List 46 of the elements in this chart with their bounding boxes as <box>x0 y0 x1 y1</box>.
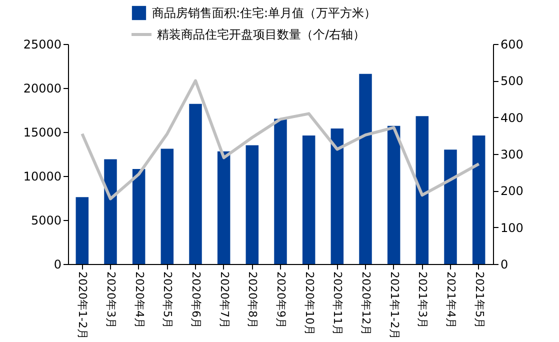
line-series <box>80 79 480 200</box>
bar <box>330 128 344 264</box>
bar <box>189 104 202 264</box>
x-tick-label: 2020年7月 <box>218 272 231 328</box>
y2-tick-label: 200 <box>500 184 524 198</box>
bar <box>104 159 117 264</box>
x-tick-label: 2020年3月 <box>104 272 118 328</box>
x-tick-label: 2020年12月 <box>360 272 372 336</box>
y2-tick-label: 500 <box>500 74 524 88</box>
x-tick-label: 2020年4月 <box>132 272 146 328</box>
bar <box>246 145 259 264</box>
y-tick-label: 20000 <box>23 82 62 96</box>
y-tick-label: 25000 <box>23 38 62 52</box>
x-tick-label: 2021年3月 <box>416 272 430 328</box>
y2-tick-label: 100 <box>500 220 524 235</box>
x-tick-label: 2020年1-2月 <box>76 272 90 340</box>
legend-label: 商品房销售面积:住宅:单月值（万平方米） <box>152 6 376 20</box>
bar <box>217 151 230 264</box>
bar <box>274 118 287 264</box>
x-tick-label: 2021年4月 <box>444 272 458 328</box>
x-tick-label: 2020年6月 <box>190 272 202 328</box>
x-tick-label: 2020年11月 <box>331 272 344 336</box>
bar <box>359 74 372 264</box>
bar <box>416 116 429 264</box>
x-tick-label: 2021年1-2月 <box>388 272 401 340</box>
x-tick-label: 2021年5月 <box>472 272 486 328</box>
x-tick-label: 2020年8月 <box>246 272 260 328</box>
y2-tick-label: 600 <box>500 38 524 52</box>
legend-label: 精装商品住宅开盘项目数量（个/右轴） <box>157 28 366 42</box>
x-tick-label: 2020年10月 <box>302 272 316 336</box>
y2-tick-label: 300 <box>500 148 524 162</box>
y-tick-label: 0 <box>54 258 62 272</box>
x-tick-label: 2020年9月 <box>274 272 288 328</box>
x-tick-label: 2020年5月 <box>161 272 174 328</box>
bar <box>76 197 89 264</box>
y2-tick-label: 400 <box>500 110 524 125</box>
bar <box>387 126 400 264</box>
bar <box>444 150 457 264</box>
y-tick-label: 15000 <box>23 126 62 140</box>
y-tick-label: 10000 <box>23 170 62 184</box>
bar <box>132 168 146 264</box>
bar <box>302 136 316 264</box>
bar <box>472 136 486 264</box>
bar <box>160 148 174 264</box>
y2-tick-label: 0 <box>500 258 508 272</box>
y-tick-label: 5000 <box>30 214 62 228</box>
